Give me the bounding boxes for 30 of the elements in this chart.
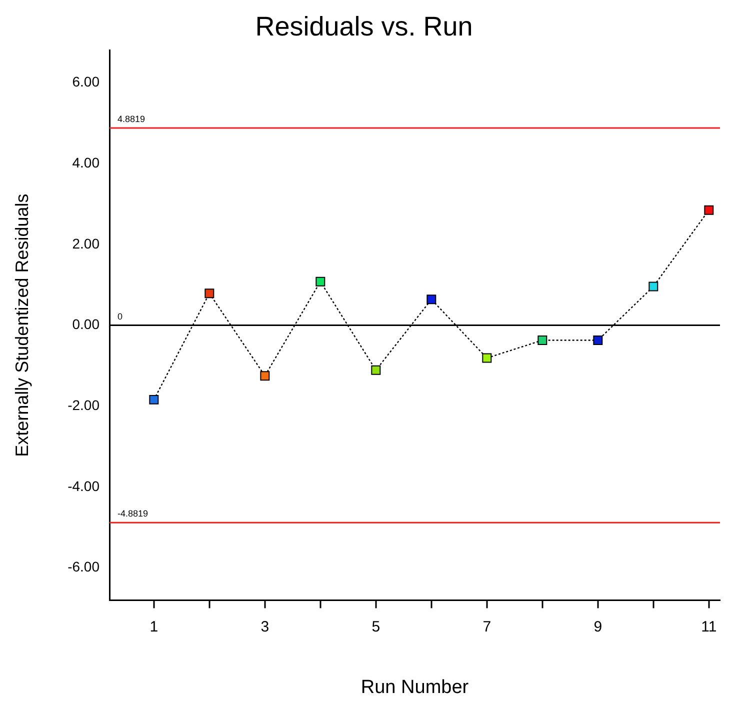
- y-tick-label: -4.00: [68, 478, 100, 494]
- point: [371, 365, 381, 375]
- y-tick-label: -2.00: [68, 397, 100, 414]
- point: [149, 394, 159, 404]
- x-tick-label: 7: [482, 618, 492, 636]
- x-tick-label: 9: [594, 618, 602, 636]
- ref-line-label: 0: [118, 311, 123, 322]
- x-tick-label: 3: [260, 618, 270, 636]
- point: [426, 294, 436, 304]
- x-tick-label: 11: [701, 618, 717, 636]
- x-tick-label: 1: [150, 618, 158, 636]
- y-tick-label: 0.00: [72, 316, 100, 332]
- point: [260, 371, 270, 381]
- y-tick-label: -6.00: [68, 558, 100, 575]
- point: [538, 336, 548, 345]
- ref-line-label: 4.8819: [118, 114, 146, 124]
- chart-title: Residuals vs. Run: [255, 12, 473, 42]
- x-tick-label: 5: [372, 618, 380, 636]
- y-tick-label: 4.00: [72, 154, 100, 170]
- ref-line-label: -4.8819: [118, 508, 148, 519]
- point: [648, 282, 658, 292]
- y-axis-title: Externally Studentized Residuals: [12, 194, 32, 457]
- point: [316, 276, 326, 286]
- point: [593, 336, 603, 345]
- x-axis-title: Run Number: [360, 676, 470, 698]
- point: [204, 288, 214, 298]
- point: [482, 353, 492, 363]
- y-tick-label: 6.00: [72, 74, 100, 90]
- y-tick-label: 2.00: [72, 235, 100, 252]
- point: [704, 205, 714, 215]
